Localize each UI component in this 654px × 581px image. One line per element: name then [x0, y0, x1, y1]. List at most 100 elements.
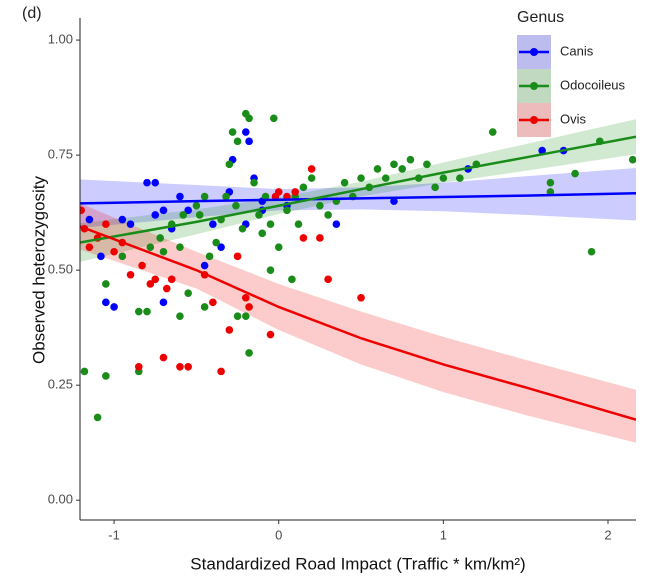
data-point: [431, 183, 439, 192]
data-point: [241, 128, 250, 136]
data-point: [340, 178, 349, 187]
data-point: [238, 224, 247, 233]
data-point: [332, 220, 341, 228]
data-point: [233, 312, 242, 320]
data-point: [241, 293, 250, 302]
data-point: [299, 183, 308, 192]
data-point: [228, 128, 237, 136]
data-point: [261, 192, 270, 201]
legend-label: Odocoileus: [560, 77, 626, 92]
data-point: [102, 298, 110, 307]
data-point: [159, 298, 168, 307]
x-tick-label: 1: [440, 527, 447, 542]
data-point: [118, 252, 127, 261]
data-point: [266, 220, 275, 228]
data-point: [192, 201, 201, 210]
data-point: [102, 280, 110, 288]
x-tick-label: 0: [275, 527, 282, 542]
plot-area: [80, 109, 636, 443]
data-point: [373, 165, 382, 173]
data-point: [390, 197, 398, 205]
legend-label: Ovis: [560, 111, 587, 126]
data-point: [307, 165, 316, 173]
legend-dot: [530, 48, 538, 56]
data-point: [316, 234, 324, 242]
data-point: [456, 174, 464, 182]
data-point: [176, 243, 184, 251]
data-point: [266, 330, 275, 339]
data-point: [245, 349, 253, 357]
data-point: [324, 275, 332, 284]
data-point: [138, 261, 146, 270]
data-point: [299, 234, 308, 242]
data-point: [294, 220, 303, 228]
data-point: [245, 303, 253, 311]
data-point: [118, 215, 127, 224]
data-point: [406, 155, 415, 164]
data-point: [390, 160, 398, 169]
legend-dot: [530, 116, 538, 124]
data-point: [258, 229, 267, 238]
legend: Genus Canis Odocoileus Ovis: [517, 9, 626, 137]
data-point: [134, 307, 143, 316]
y-tick-label: 0.00: [48, 492, 73, 507]
data-point: [156, 234, 164, 242]
data-point: [179, 211, 188, 219]
data-point: [126, 270, 135, 279]
data-point: [151, 211, 160, 219]
data-point: [245, 114, 253, 123]
data-point: [102, 220, 110, 228]
data-point: [217, 367, 225, 376]
data-point: [134, 362, 143, 371]
data-point: [195, 211, 204, 219]
data-point: [241, 312, 250, 320]
data-point: [274, 243, 283, 251]
data-point: [288, 275, 296, 284]
data-point: [587, 247, 596, 256]
x-axis-label: Standardized Road Impact (Traffic * km/k…: [190, 554, 525, 573]
y-tick-label: 0.25: [48, 377, 73, 392]
panel-label: (d): [22, 5, 42, 22]
y-tick-label: 0.50: [48, 262, 73, 277]
data-point: [233, 252, 242, 261]
legend-title: Genus: [517, 9, 564, 26]
x-tick-label: 2: [604, 527, 611, 542]
data-point: [266, 266, 275, 274]
data-point: [217, 243, 225, 251]
y-tick-label: 1.00: [48, 32, 73, 47]
data-point: [423, 160, 431, 169]
data-point: [102, 372, 110, 380]
fit-line: [80, 225, 636, 421]
data-point: [200, 303, 209, 311]
data-point: [146, 280, 155, 288]
data-point: [143, 178, 151, 187]
data-point: [205, 252, 214, 261]
data-point: [143, 307, 151, 316]
data-point: [110, 247, 118, 256]
data-point: [176, 192, 184, 201]
legend-dot: [530, 82, 538, 90]
data-point: [255, 211, 263, 219]
legend-label: Canis: [560, 43, 594, 58]
data-point: [159, 353, 168, 362]
data-point: [439, 174, 448, 182]
data-point: [176, 362, 184, 371]
data-point: [546, 178, 555, 187]
data-point: [357, 293, 365, 302]
data-point: [184, 289, 192, 297]
data-point: [269, 114, 278, 123]
data-point: [225, 326, 234, 334]
data-point: [233, 137, 242, 146]
data-point: [398, 165, 407, 173]
y-axis-label: Observed heterozygosity: [29, 175, 48, 364]
data-point: [184, 362, 192, 371]
data-point: [159, 247, 168, 256]
data-point: [176, 312, 184, 320]
data-point: [283, 206, 291, 215]
data-point: [85, 215, 94, 224]
data-point: [250, 178, 258, 187]
data-point: [151, 178, 160, 187]
data-point: [184, 206, 192, 215]
data-point: [200, 192, 209, 201]
